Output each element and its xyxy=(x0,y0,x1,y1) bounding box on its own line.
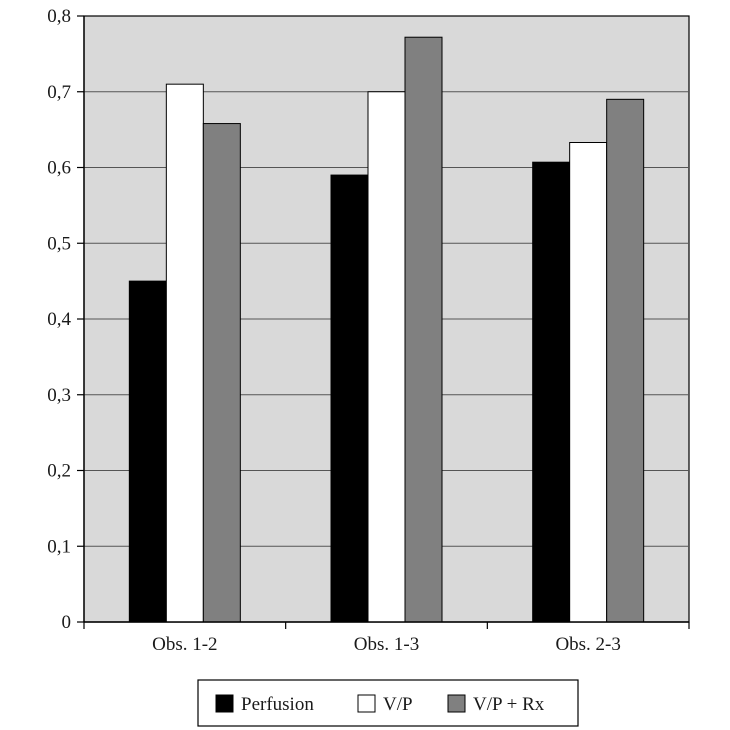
y-tick-label: 0,5 xyxy=(47,233,71,254)
y-tick-label: 0,7 xyxy=(47,82,71,103)
bar-v-p-rx-3 xyxy=(606,98,645,623)
bar-v-p-rx-1 xyxy=(202,123,241,623)
x-tick-label: Obs. 1-2 xyxy=(152,634,217,655)
legend-swatch-v-p xyxy=(357,694,376,713)
y-tick-label: 0,3 xyxy=(47,385,71,406)
bar-perfusion-2 xyxy=(330,174,369,623)
legend-label-v-p: V/P xyxy=(383,694,413,715)
bar-perfusion-1 xyxy=(128,280,167,623)
x-tick-label: Obs. 2-3 xyxy=(555,634,620,655)
y-tick-label: 0,4 xyxy=(47,309,71,330)
legend-label-perfusion: Perfusion xyxy=(241,694,314,715)
x-tick-label: Obs. 1-3 xyxy=(354,634,419,655)
bar-perfusion-3 xyxy=(532,161,571,623)
bar-v-p-2 xyxy=(367,91,406,623)
y-tick-label: 0,2 xyxy=(47,461,71,482)
legend-label-v-p-rx: V/P + Rx xyxy=(473,694,545,715)
y-tick-label: 0 xyxy=(62,612,72,633)
legend-box xyxy=(197,679,579,727)
x-axis-labels: Obs. 1-2 Obs. 1-3 Obs. 2-3 xyxy=(152,634,621,655)
bar-v-p-3 xyxy=(569,142,608,623)
legend: Perfusion V/P V/P + Rx xyxy=(197,679,579,727)
y-tick-label: 0,1 xyxy=(47,536,71,557)
bar-v-p-1 xyxy=(165,83,204,623)
y-tick-label: 0,8 xyxy=(47,6,71,27)
bars xyxy=(128,36,645,623)
legend-swatch-v-p-rx xyxy=(447,694,466,713)
bar-v-p-rx-2 xyxy=(404,36,443,623)
y-axis-ticks: 0 0,1 0,2 0,3 0,4 0,5 0,6 0,7 0,8 xyxy=(47,6,84,633)
legend-swatch-perfusion xyxy=(215,694,234,713)
y-tick-label: 0,6 xyxy=(47,158,71,179)
